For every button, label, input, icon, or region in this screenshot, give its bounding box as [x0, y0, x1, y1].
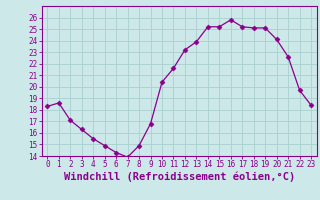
X-axis label: Windchill (Refroidissement éolien,°C): Windchill (Refroidissement éolien,°C): [64, 172, 295, 182]
